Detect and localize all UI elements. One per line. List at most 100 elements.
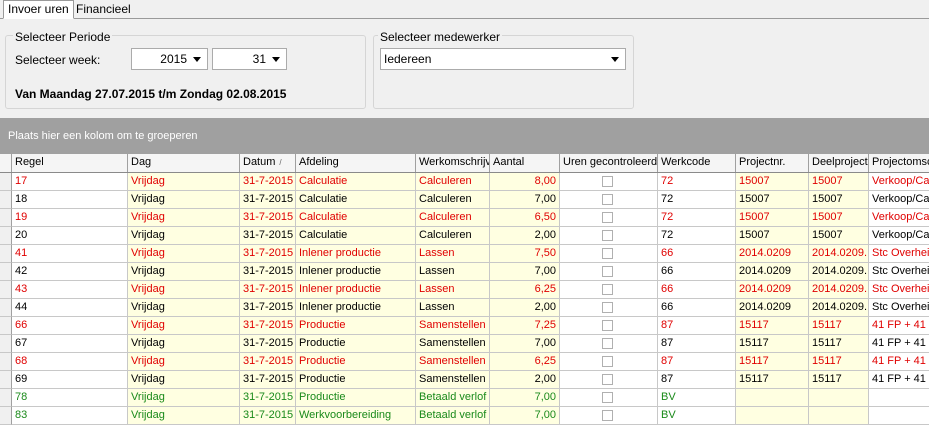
column-header-werkomschrijving[interactable]: Werkomschrijving [416, 154, 490, 172]
cell-projectomschrijving[interactable]: 41 FP + 41 FP [869, 317, 929, 335]
row-indicator[interactable] [0, 371, 12, 389]
checkbox[interactable] [602, 338, 613, 349]
cell-aantal[interactable]: 7,00 [490, 407, 560, 425]
cell-werkcode[interactable]: 72 [658, 191, 736, 209]
row-indicator[interactable] [0, 299, 12, 317]
row-indicator[interactable] [0, 281, 12, 299]
cell-uren-gecontroleerd[interactable] [560, 317, 658, 335]
cell-projectomschrijving[interactable]: 41 FP + 41 FP [869, 371, 929, 389]
cell-datum[interactable]: 31-7-2015 [240, 389, 296, 407]
checkbox[interactable] [602, 320, 613, 331]
table-row[interactable]: 78 Vrijdag 31-7-2015 Productie Betaald verlo… [0, 389, 929, 407]
cell-werkomschrijving[interactable]: Betaald verlof [416, 407, 490, 425]
cell-dag[interactable]: Vrijdag [128, 191, 240, 209]
cell-regel[interactable]: 68 [12, 353, 128, 371]
cell-aantal[interactable]: 6,25 [490, 281, 560, 299]
cell-regel[interactable]: 42 [12, 263, 128, 281]
checkbox[interactable] [602, 176, 613, 187]
cell-werkomschrijving[interactable]: Samenstellen [416, 335, 490, 353]
cell-datum[interactable]: 31-7-2015 [240, 335, 296, 353]
cell-deelproject[interactable] [809, 389, 869, 407]
cell-werkomschrijving[interactable]: Lassen [416, 263, 490, 281]
cell-werkcode[interactable]: 87 [658, 353, 736, 371]
cell-deelproject[interactable]: 2014.0209. [809, 299, 869, 317]
cell-uren-gecontroleerd[interactable] [560, 353, 658, 371]
cell-werkcode[interactable]: 72 [658, 227, 736, 245]
cell-uren-gecontroleerd[interactable] [560, 209, 658, 227]
column-header-uren-gecontroleerd[interactable]: Uren gecontroleerd [560, 154, 658, 172]
cell-afdeling[interactable]: Productie [296, 353, 416, 371]
cell-dag[interactable]: Vrijdag [128, 353, 240, 371]
cell-werkcode[interactable]: 87 [658, 335, 736, 353]
cell-datum[interactable]: 31-7-2015 [240, 353, 296, 371]
cell-dag[interactable]: Vrijdag [128, 245, 240, 263]
cell-deelproject[interactable]: 15117 [809, 317, 869, 335]
cell-aantal[interactable]: 6,50 [490, 209, 560, 227]
cell-uren-gecontroleerd[interactable] [560, 389, 658, 407]
table-row[interactable]: 19 Vrijdag 31-7-2015 Calculatie Calculeren 6,… [0, 209, 929, 227]
cell-projectomschrijving[interactable]: 41 FP + 41 FP [869, 335, 929, 353]
cell-deelproject[interactable]: 2014.0209. [809, 263, 869, 281]
table-row[interactable]: 69 Vrijdag 31-7-2015 Productie Samenstellen 2… [0, 371, 929, 389]
cell-projectomschrijving[interactable]: Verkoop/Calculatie [869, 191, 929, 209]
cell-uren-gecontroleerd[interactable] [560, 227, 658, 245]
cell-projectomschrijving[interactable]: 41 FP + 41 FP [869, 353, 929, 371]
row-indicator[interactable] [0, 227, 12, 245]
table-row[interactable]: 68 Vrijdag 31-7-2015 Productie Samenstellen 6… [0, 353, 929, 371]
cell-aantal[interactable]: 7,00 [490, 191, 560, 209]
checkbox[interactable] [602, 194, 613, 205]
cell-dag[interactable]: Vrijdag [128, 317, 240, 335]
cell-uren-gecontroleerd[interactable] [560, 191, 658, 209]
checkbox[interactable] [602, 284, 613, 295]
row-indicator[interactable] [0, 245, 12, 263]
cell-werkcode[interactable]: 72 [658, 173, 736, 191]
row-indicator[interactable] [0, 389, 12, 407]
employee-select[interactable]: Iedereen [380, 48, 626, 70]
cell-datum[interactable]: 31-7-2015 [240, 371, 296, 389]
cell-deelproject[interactable]: 2014.0209. [809, 245, 869, 263]
cell-afdeling[interactable]: Calculatie [296, 191, 416, 209]
cell-regel[interactable]: 20 [12, 227, 128, 245]
cell-regel[interactable]: 69 [12, 371, 128, 389]
cell-dag[interactable]: Vrijdag [128, 299, 240, 317]
checkbox[interactable] [602, 212, 613, 223]
checkbox[interactable] [602, 302, 613, 313]
cell-regel[interactable]: 19 [12, 209, 128, 227]
cell-regel[interactable]: 17 [12, 173, 128, 191]
cell-aantal[interactable]: 2,00 [490, 299, 560, 317]
cell-uren-gecontroleerd[interactable] [560, 299, 658, 317]
table-row[interactable]: 66 Vrijdag 31-7-2015 Productie Samenstellen 7… [0, 317, 929, 335]
cell-projectnr[interactable]: 2014.0209 [736, 245, 809, 263]
cell-aantal[interactable]: 2,00 [490, 227, 560, 245]
cell-deelproject[interactable]: 15117 [809, 335, 869, 353]
cell-werkomschrijving[interactable]: Calculeren [416, 209, 490, 227]
table-row[interactable]: 18 Vrijdag 31-7-2015 Calculatie Calculeren 7,… [0, 191, 929, 209]
cell-aantal[interactable]: 6,25 [490, 353, 560, 371]
column-header-regel[interactable]: Regel [12, 154, 128, 172]
cell-dag[interactable]: Vrijdag [128, 335, 240, 353]
cell-dag[interactable]: Vrijdag [128, 407, 240, 425]
cell-regel[interactable]: 78 [12, 389, 128, 407]
cell-aantal[interactable]: 8,00 [490, 173, 560, 191]
row-indicator[interactable] [0, 407, 12, 425]
table-row[interactable]: 17 Vrijdag 31-7-2015 Calculatie Calculeren 8,… [0, 173, 929, 191]
group-by-panel[interactable]: Plaats hier een kolom om te groeperen [0, 118, 929, 154]
cell-werkcode[interactable]: 66 [658, 299, 736, 317]
cell-werkomschrijving[interactable]: Calculeren [416, 173, 490, 191]
cell-dag[interactable]: Vrijdag [128, 371, 240, 389]
cell-projectomschrijving[interactable] [869, 389, 929, 407]
cell-werkcode[interactable]: 72 [658, 209, 736, 227]
cell-projectomschrijving[interactable] [869, 407, 929, 425]
cell-aantal[interactable]: 2,00 [490, 371, 560, 389]
cell-aantal[interactable]: 7,25 [490, 317, 560, 335]
cell-werkomschrijving[interactable]: Samenstellen [416, 353, 490, 371]
checkbox[interactable] [602, 356, 613, 367]
cell-projectnr[interactable]: 2014.0209 [736, 263, 809, 281]
cell-werkomschrijving[interactable]: Lassen [416, 299, 490, 317]
cell-datum[interactable]: 31-7-2015 [240, 227, 296, 245]
cell-projectnr[interactable]: 15007 [736, 173, 809, 191]
cell-werkcode[interactable]: 87 [658, 317, 736, 335]
tab-invoer-uren[interactable]: Invoer uren [3, 0, 74, 19]
cell-deelproject[interactable]: 15007 [809, 191, 869, 209]
cell-projectnr[interactable]: 15007 [736, 209, 809, 227]
